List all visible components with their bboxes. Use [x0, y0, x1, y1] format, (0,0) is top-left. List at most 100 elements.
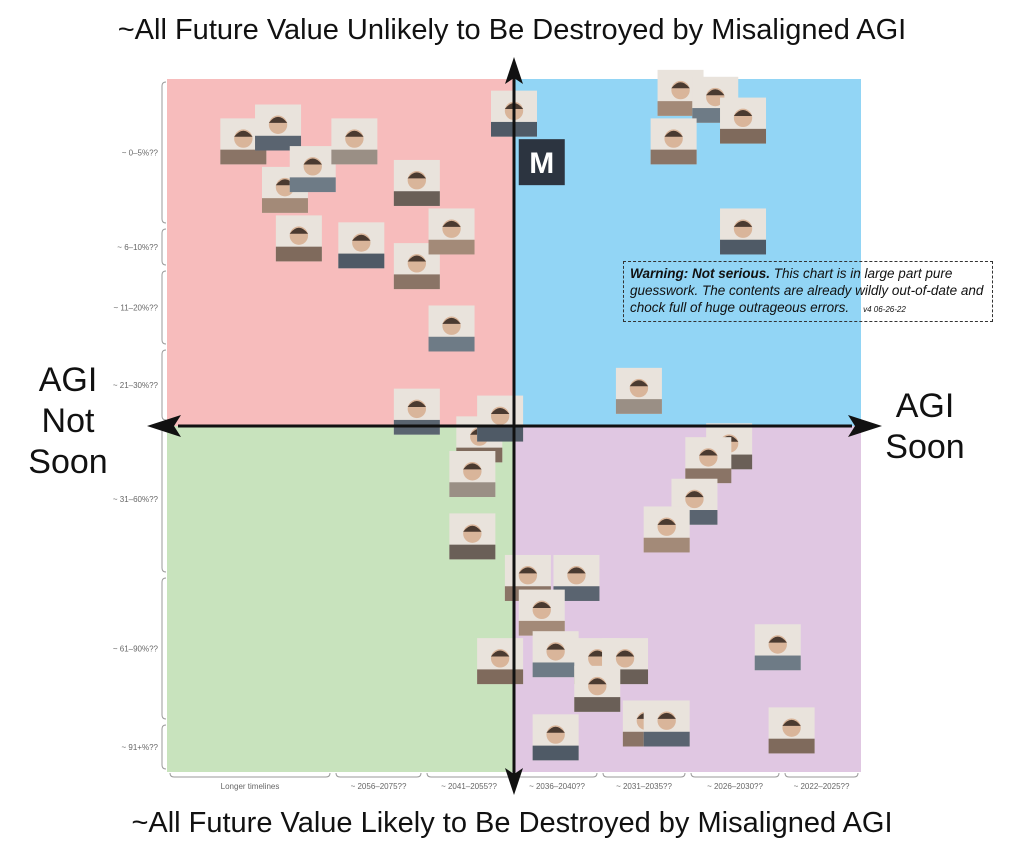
- x-tick-label: ~ 2022–2025??: [794, 782, 850, 791]
- y-bracket: [161, 349, 167, 421]
- photo-shoulders: [477, 669, 524, 685]
- photo-hair: [268, 116, 288, 123]
- y-tick-label: ~ 91+%??: [122, 743, 159, 752]
- photo-shoulders: [650, 149, 697, 165]
- photo-shoulders: [449, 482, 496, 498]
- version-label: v4 06-26-22: [863, 305, 906, 314]
- photo-shoulders: [754, 655, 801, 671]
- warning-bold: Warning: Not serious.: [630, 266, 771, 281]
- right-label-line-2: Soon: [885, 428, 965, 466]
- photo-shoulders: [720, 128, 767, 144]
- photo-hair: [588, 650, 607, 657]
- y-bracket: [161, 577, 167, 720]
- photo-shoulders: [449, 544, 496, 560]
- scatter-point: [754, 624, 801, 671]
- scatter-point: [449, 451, 496, 498]
- scatter-point: [331, 118, 378, 165]
- scatter-point: [643, 506, 690, 553]
- scatter-point: [532, 631, 579, 678]
- scatter-point: [720, 208, 767, 255]
- photo-shoulders: [428, 239, 475, 255]
- photo-hair: [706, 89, 725, 96]
- y-bracket: [161, 425, 167, 573]
- photo-shoulders: [532, 662, 579, 678]
- photo-hair: [671, 82, 690, 89]
- photo-hair: [407, 255, 427, 262]
- left-label-line-2: Not: [41, 402, 95, 440]
- photo-shoulders: [477, 426, 524, 442]
- photo-shoulders: [331, 149, 378, 165]
- photo-hair: [352, 234, 371, 241]
- scatter-point: [428, 305, 475, 352]
- photo-hair: [629, 380, 649, 387]
- scatter-point: [393, 159, 440, 206]
- photo-hair: [532, 602, 551, 609]
- scatter-point: [255, 104, 302, 151]
- top-title: ~All Future Value Unlikely to Be Destroy…: [117, 14, 907, 46]
- x-tick-label: ~ 2056–2075??: [351, 782, 407, 791]
- photo-shoulders: [720, 239, 767, 255]
- scatter-point: [449, 513, 496, 560]
- arrow-up-icon: [505, 57, 523, 84]
- photo-shoulders: [615, 399, 662, 414]
- agi-not-soon-label: AGI Not Soon: [22, 360, 114, 483]
- photo-shoulders: [768, 738, 815, 754]
- scatter-point: [275, 215, 322, 262]
- scatter-point: [518, 589, 565, 636]
- x-bracket: [169, 772, 331, 778]
- photo-shoulders: [220, 149, 267, 165]
- photo-hair: [768, 636, 787, 643]
- photo-hair: [567, 567, 586, 574]
- photo-hair: [546, 643, 565, 650]
- scatter-point: [615, 367, 662, 414]
- photo-hair: [546, 726, 565, 733]
- photo-shoulders: [275, 246, 322, 262]
- scatter-point: [720, 97, 767, 144]
- photo-shoulders: [643, 537, 690, 553]
- y-tick-label: ~ 31–60%??: [113, 495, 159, 504]
- photo-hair: [490, 407, 510, 414]
- y-tick-label: ~ 21–30%??: [113, 381, 159, 390]
- scatter-point: [650, 118, 697, 165]
- photo-hair: [442, 317, 461, 324]
- arrow-right-icon: [848, 415, 882, 437]
- scatter-point: [685, 437, 732, 484]
- scatter-point: [553, 554, 600, 601]
- photo-hair: [657, 712, 676, 719]
- x-bracket: [516, 772, 598, 778]
- left-label-line-3: Soon: [28, 443, 108, 481]
- x-bracket: [690, 772, 780, 778]
- photo-hair: [289, 227, 309, 234]
- y-bracket: [161, 270, 167, 345]
- scatter-point: [671, 478, 718, 525]
- m-logo-icon: [518, 139, 565, 186]
- photo-hair: [699, 449, 718, 456]
- photo-hair: [303, 158, 322, 165]
- scatter-point: [338, 222, 385, 269]
- photo-hair: [657, 518, 676, 525]
- arrow-left-icon: [147, 415, 181, 437]
- y-tick-label: ~ 6–10%??: [117, 243, 158, 252]
- photo-shoulders: [553, 586, 600, 601]
- x-tick-label: ~ 2026–2030??: [707, 782, 763, 791]
- warning-text: This chart is in large part pure guesswo…: [630, 266, 984, 315]
- scatter-point: [643, 700, 690, 747]
- bottom-title: ~All Future Value Likely to Be Destroyed…: [131, 807, 893, 839]
- x-bracket: [602, 772, 686, 778]
- photo-hair: [345, 130, 364, 137]
- agi-soon-label: AGI Soon: [884, 386, 966, 468]
- scatter-point: [574, 665, 621, 712]
- photo-shoulders: [657, 101, 704, 116]
- m-logo-letter: M: [529, 147, 554, 180]
- photo-hair: [615, 650, 635, 657]
- scatter-point: [393, 388, 440, 435]
- y-bracket: [161, 724, 167, 770]
- photo-hair: [442, 220, 461, 227]
- y-bracket: [161, 228, 167, 266]
- x-bracket: [426, 772, 512, 778]
- photo-shoulders: [393, 191, 440, 206]
- photo-hair: [234, 130, 253, 137]
- scatter-point: [477, 395, 524, 442]
- photo-hair: [463, 463, 482, 470]
- y-tick-label: ~ 0–5%??: [122, 149, 159, 158]
